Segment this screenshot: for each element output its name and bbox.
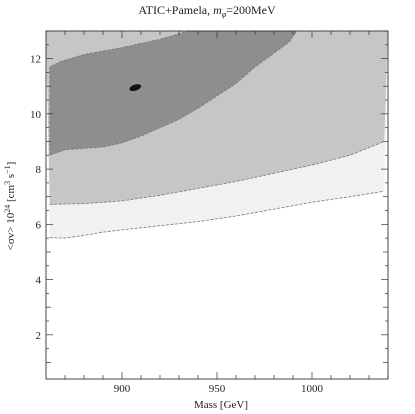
chart-title: ATIC+Pamela, mφ=200MeV xyxy=(138,3,276,19)
ylabel-exp-3: −1 xyxy=(3,165,12,174)
inner-region xyxy=(49,30,298,156)
title-prefix: ATIC+Pamela, xyxy=(138,3,213,17)
y-tick-label: 12 xyxy=(30,54,41,66)
x-tick-label: 900 xyxy=(114,383,131,395)
y-tick-label: 8 xyxy=(36,164,42,176)
outer-contour-line xyxy=(49,190,385,239)
x-tick-label: 950 xyxy=(209,383,226,395)
y-axis-label: <σv> 1024 [cm3 s−1] xyxy=(3,162,17,251)
y-tick-label: 4 xyxy=(36,275,42,287)
y-tick-label: 6 xyxy=(36,219,42,231)
ylabel-exp-1: 24 xyxy=(3,205,12,213)
ylabel-exp-2: 3 xyxy=(3,181,12,185)
ylabel-middle: [cm xyxy=(5,184,17,204)
x-tick-label: 1000 xyxy=(301,383,324,395)
y-tick-label: 10 xyxy=(30,109,42,121)
title-mass-symbol: m xyxy=(213,3,222,17)
title-suffix: =200MeV xyxy=(226,3,276,17)
plot-area: 900 950 1000 2 4 6 8 10 12 xyxy=(30,30,389,395)
x-axis-label: Mass [GeV] xyxy=(194,399,248,411)
middle-contour-line xyxy=(49,141,385,205)
ylabel-prefix: <σv> 10 xyxy=(5,212,17,250)
y-tick-label: 2 xyxy=(36,330,42,342)
ylabel-suffix: ] xyxy=(5,162,17,166)
ylabel-s: s xyxy=(5,174,17,181)
title-mass-subscript: φ xyxy=(222,10,227,19)
best-fit-point xyxy=(129,84,142,92)
